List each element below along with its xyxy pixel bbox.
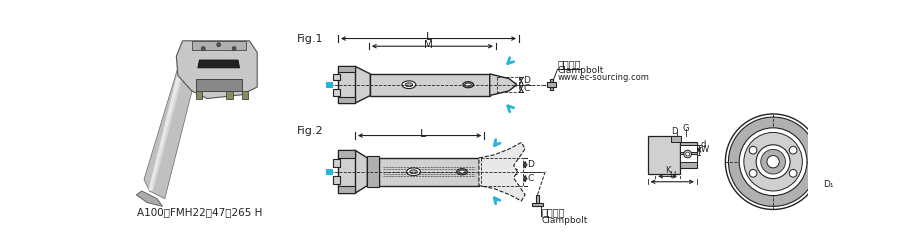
Bar	[680, 145, 697, 152]
Polygon shape	[176, 41, 257, 99]
Bar	[333, 89, 339, 95]
Circle shape	[767, 156, 779, 168]
Polygon shape	[198, 60, 239, 68]
Ellipse shape	[465, 83, 472, 86]
Circle shape	[232, 47, 236, 51]
Bar	[680, 142, 697, 168]
Circle shape	[202, 47, 205, 51]
Circle shape	[217, 43, 220, 47]
Bar	[333, 74, 339, 80]
Text: W: W	[701, 145, 709, 154]
Text: www.ec-sourcing.com: www.ec-sourcing.com	[557, 72, 650, 81]
Ellipse shape	[463, 82, 473, 88]
Bar	[338, 66, 355, 72]
Circle shape	[684, 150, 691, 158]
Ellipse shape	[407, 168, 420, 176]
Bar	[546, 82, 556, 87]
Circle shape	[743, 132, 803, 191]
Ellipse shape	[459, 170, 465, 173]
Polygon shape	[355, 66, 371, 103]
Polygon shape	[195, 79, 242, 91]
Text: D: D	[671, 127, 678, 136]
Bar	[550, 79, 553, 90]
Bar	[498, 77, 519, 92]
Circle shape	[749, 146, 757, 154]
Text: D: D	[527, 160, 535, 169]
Bar	[367, 156, 379, 187]
Bar	[338, 186, 355, 193]
Text: C: C	[524, 84, 530, 93]
Circle shape	[789, 169, 797, 177]
Bar	[648, 135, 680, 174]
Text: 紧固螺栓: 紧固螺栓	[541, 207, 565, 217]
Polygon shape	[144, 56, 198, 199]
Bar	[338, 97, 355, 103]
Ellipse shape	[402, 81, 416, 89]
Bar	[536, 195, 539, 206]
Bar	[371, 74, 490, 95]
Text: L: L	[419, 129, 426, 139]
Circle shape	[739, 128, 807, 196]
Circle shape	[789, 146, 797, 154]
Text: M: M	[425, 40, 433, 50]
Polygon shape	[479, 142, 526, 201]
Text: d: d	[701, 140, 706, 149]
Bar	[680, 154, 697, 162]
Ellipse shape	[405, 83, 413, 87]
Bar	[242, 91, 248, 99]
Bar	[326, 82, 333, 88]
Text: C: C	[527, 174, 534, 183]
Text: D: D	[524, 76, 530, 85]
Bar	[192, 41, 246, 50]
Bar	[338, 66, 355, 103]
Text: 紧固螺栓: 紧固螺栓	[557, 59, 581, 69]
Circle shape	[728, 117, 818, 206]
Text: Fig.1: Fig.1	[297, 33, 324, 43]
Text: A100－FMH22－47－265 H: A100－FMH22－47－265 H	[137, 208, 262, 218]
Bar	[670, 135, 681, 142]
Text: K: K	[665, 166, 670, 175]
Text: H: H	[669, 171, 675, 180]
Text: Clampbolt: Clampbolt	[557, 66, 604, 75]
Bar	[195, 91, 202, 99]
Text: L: L	[426, 32, 432, 42]
Text: Fig.2: Fig.2	[297, 126, 324, 136]
Bar	[532, 203, 543, 206]
Text: D₁: D₁	[824, 180, 833, 189]
Circle shape	[756, 145, 790, 179]
Ellipse shape	[410, 170, 418, 174]
Bar	[481, 158, 523, 186]
Circle shape	[725, 114, 821, 209]
Bar	[338, 150, 355, 158]
Bar	[379, 158, 479, 186]
Ellipse shape	[456, 169, 467, 175]
Polygon shape	[355, 150, 367, 193]
Bar	[227, 91, 232, 99]
Polygon shape	[490, 74, 517, 95]
Circle shape	[760, 149, 786, 174]
Bar	[338, 150, 355, 193]
Text: G: G	[683, 124, 689, 133]
Text: Clampbolt: Clampbolt	[541, 216, 588, 225]
Circle shape	[749, 169, 757, 177]
Bar	[326, 169, 333, 175]
Polygon shape	[136, 191, 163, 206]
Bar	[333, 176, 339, 184]
Circle shape	[686, 152, 689, 156]
Bar	[333, 159, 339, 167]
